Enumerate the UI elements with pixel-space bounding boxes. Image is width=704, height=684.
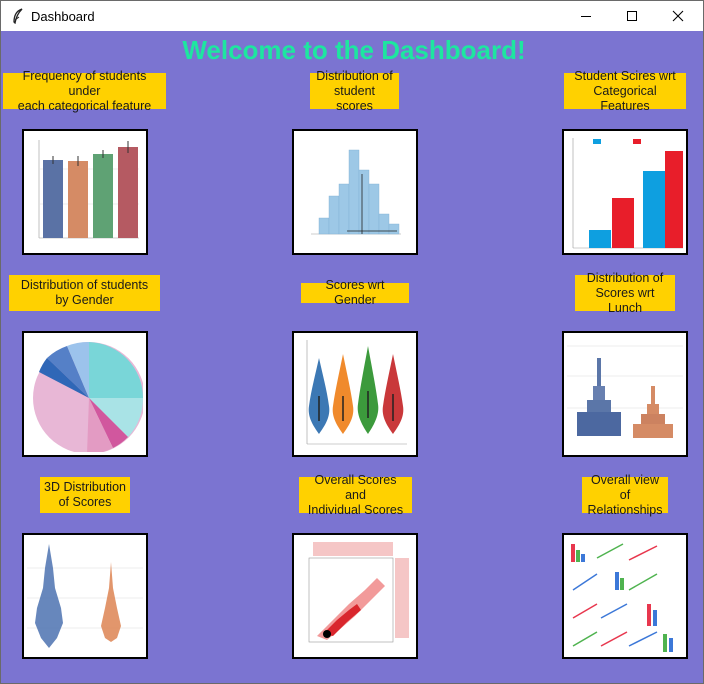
bar-chart-image xyxy=(22,129,148,255)
label-students-gender: Distribution of students by Gender xyxy=(9,275,160,311)
minimize-button[interactable] xyxy=(563,1,609,31)
label-3d-distribution: 3D Distribution of Scores xyxy=(40,477,130,513)
maximize-icon xyxy=(627,11,637,21)
pie-chart-image xyxy=(22,331,148,457)
label-scores-gender: Scores wrt Gender xyxy=(301,278,409,307)
welcome-heading: Welcome to the Dashboard! xyxy=(182,35,526,65)
label-overall-individual: Overall Scores and Individual Scores xyxy=(299,473,412,517)
window-title: Dashboard xyxy=(31,9,95,24)
pair-plot-image xyxy=(562,533,688,659)
dashboard-content: Welcome to the Dashboard! Frequency of s… xyxy=(1,31,703,683)
close-button[interactable] xyxy=(655,1,701,31)
swarm-plot-image xyxy=(22,533,148,659)
title-bar[interactable]: Dashboard xyxy=(1,1,703,31)
maximize-button[interactable] xyxy=(609,1,655,31)
label-frequency-categorical: Frequency of students under each categor… xyxy=(3,69,166,113)
feather-icon xyxy=(11,8,25,25)
grouped-bar-chart-image xyxy=(562,129,688,255)
label-distribution-scores: Distribution of student scores xyxy=(310,69,399,113)
violin-plot-image xyxy=(292,331,418,457)
label-scores-lunch: Distribution of Scores wrt Lunch xyxy=(575,271,675,315)
label-scores-categorical: Student Scires wrt Categorical Features xyxy=(564,69,686,113)
close-icon xyxy=(672,10,684,22)
hexbin-joint-plot-image xyxy=(292,533,418,659)
boxen-plot-image xyxy=(562,331,688,457)
histogram-image xyxy=(292,129,418,255)
label-relationships: Overall view of Relationships xyxy=(582,473,668,517)
minimize-icon xyxy=(581,16,591,17)
